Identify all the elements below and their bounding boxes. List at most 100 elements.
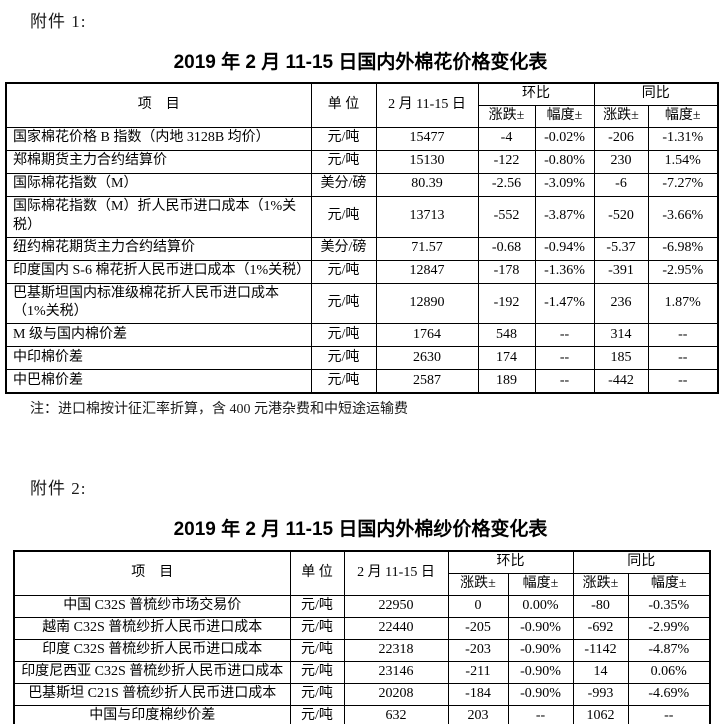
item-cell: 纽约棉花期货主力合约结算价 <box>5 236 312 261</box>
item-cell: 中国与印度棉纱价差 <box>13 704 291 724</box>
yoy-change-cell: -391 <box>593 259 649 284</box>
unit-cell: 元/吨 <box>310 323 377 348</box>
col-header-yoy-pct: 幅度± <box>647 104 719 128</box>
yoy-change-cell: 236 <box>593 282 649 325</box>
table-row: 中国 C32S 普梳纱市场交易价 元/吨 22950 0 0.00% -80 -0.35% <box>13 595 711 619</box>
mom-pct-cell: -- <box>534 346 595 371</box>
mom-change-cell: -4 <box>477 126 536 151</box>
table-row: 巴基斯坦国内标准级棉花折人民币进口成本（1%关税） 元/吨 12890 -192 -1.… <box>5 282 719 325</box>
col-header-yoy: 同比 <box>593 82 719 106</box>
item-cell: 巴基斯坦 C21S 普梳纱折人民币进口成本 <box>13 682 291 706</box>
col-header-mom-change: 涨跌± <box>447 573 509 597</box>
mom-pct-cell: 0.00% <box>507 595 574 619</box>
col-header-yoy-change: 涨跌± <box>572 573 629 597</box>
attachment-1-label: 附件 1: <box>30 12 87 31</box>
col-header-item: 项 目 <box>5 82 312 128</box>
value-cell: 15130 <box>375 149 479 174</box>
col-header-mom: 环比 <box>477 82 595 106</box>
col-header-mom-pct: 幅度± <box>534 104 595 128</box>
value-cell: 23146 <box>343 660 449 684</box>
mom-change-cell: -211 <box>447 660 509 684</box>
unit-cell: 元/吨 <box>310 259 377 284</box>
yarn-price-table-title: 2019 年 2 月 11-15 日国内外棉纱价格变化表 <box>173 519 548 541</box>
yoy-pct-cell: -- <box>627 704 711 724</box>
item-cell: 国际棉花指数（M） <box>5 172 312 197</box>
yoy-change-cell: -520 <box>593 195 649 238</box>
mom-change-cell: -2.56 <box>477 172 536 197</box>
yoy-pct-cell: -7.27% <box>647 172 719 197</box>
item-cell: 中巴棉价差 <box>5 369 312 394</box>
value-cell: 1764 <box>375 323 479 348</box>
table-row: 国际棉花指数（M）折人民币进口成本（1%关税） 元/吨 13713 -552 -3.87… <box>5 195 719 238</box>
unit-cell: 元/吨 <box>289 617 345 640</box>
col-header-yoy: 同比 <box>572 550 711 575</box>
mom-change-cell: 174 <box>477 346 536 371</box>
value-cell: 12890 <box>375 282 479 325</box>
yoy-change-cell: 230 <box>593 149 649 174</box>
value-cell: 20208 <box>343 682 449 706</box>
col-header-item: 项 目 <box>13 550 291 597</box>
mom-pct-cell: -0.90% <box>507 617 574 640</box>
mom-pct-cell: -3.87% <box>534 195 595 238</box>
mom-pct-cell: -0.90% <box>507 660 574 684</box>
unit-cell: 元/吨 <box>310 126 377 151</box>
table-row: 越南 C32S 普梳纱折人民币进口成本 元/吨 22440 -205 -0.90% -69… <box>13 617 711 640</box>
mom-change-cell: -122 <box>477 149 536 174</box>
mom-change-cell: 189 <box>477 369 536 394</box>
mom-change-cell: -0.68 <box>477 236 536 261</box>
yoy-change-cell: -5.37 <box>593 236 649 261</box>
mom-change-cell: -184 <box>447 682 509 706</box>
mom-change-cell: 548 <box>477 323 536 348</box>
yoy-pct-cell: 1.54% <box>647 149 719 174</box>
yoy-pct-cell: -- <box>647 323 719 348</box>
value-cell: 22318 <box>343 638 449 662</box>
yoy-change-cell: -442 <box>593 369 649 394</box>
unit-cell: 元/吨 <box>289 704 345 724</box>
yoy-pct-cell: 1.87% <box>647 282 719 325</box>
mom-pct-cell: -- <box>507 704 574 724</box>
yoy-change-cell: -993 <box>572 682 629 706</box>
mom-change-cell: -552 <box>477 195 536 238</box>
value-cell: 13713 <box>375 195 479 238</box>
item-cell: 中国 C32S 普梳纱市场交易价 <box>13 595 291 619</box>
yoy-change-cell: 14 <box>572 660 629 684</box>
yoy-change-cell: 1062 <box>572 704 629 724</box>
col-header-period: 2 月 11-15 日 <box>343 550 449 597</box>
item-cell: 郑棉期货主力合约结算价 <box>5 149 312 174</box>
yoy-change-cell: 314 <box>593 323 649 348</box>
value-cell: 15477 <box>375 126 479 151</box>
unit-cell: 元/吨 <box>310 282 377 325</box>
mom-change-cell: -192 <box>477 282 536 325</box>
value-cell: 632 <box>343 704 449 724</box>
yoy-change-cell: 185 <box>593 346 649 371</box>
mom-change-cell: -178 <box>477 259 536 284</box>
value-cell: 2630 <box>375 346 479 371</box>
cotton-yarn-price-table: 项 目 单 位 2 月 11-15 日 环比 同比 涨跌± 幅度± 涨跌± 幅度… <box>13 550 711 724</box>
yoy-pct-cell: -3.66% <box>647 195 719 238</box>
col-header-yoy-pct: 幅度± <box>627 573 711 597</box>
col-header-unit: 单 位 <box>289 550 345 597</box>
unit-cell: 元/吨 <box>289 638 345 662</box>
value-cell: 80.39 <box>375 172 479 197</box>
mom-pct-cell: -0.80% <box>534 149 595 174</box>
item-cell: 巴基斯坦国内标准级棉花折人民币进口成本（1%关税） <box>5 282 312 325</box>
col-header-mom-change: 涨跌± <box>477 104 536 128</box>
mom-pct-cell: -0.02% <box>534 126 595 151</box>
mom-pct-cell: -3.09% <box>534 172 595 197</box>
mom-pct-cell: -1.36% <box>534 259 595 284</box>
col-header-mom-pct: 幅度± <box>507 573 574 597</box>
yoy-pct-cell: -2.99% <box>627 617 711 640</box>
table-row: 郑棉期货主力合约结算价 元/吨 15130 -122 -0.80% 230 1.54% <box>5 149 719 174</box>
item-cell: 印度 C32S 普梳纱折人民币进口成本 <box>13 638 291 662</box>
unit-cell: 元/吨 <box>289 595 345 619</box>
table-row: M 级与国内棉价差 元/吨 1764 548 -- 314 -- <box>5 323 719 348</box>
yarn-price-table-header: 项 目 单 位 2 月 11-15 日 环比 同比 涨跌± 幅度± 涨跌± 幅度… <box>13 550 711 597</box>
yoy-pct-cell: -4.69% <box>627 682 711 706</box>
item-cell: 越南 C32S 普梳纱折人民币进口成本 <box>13 617 291 640</box>
table-row: 纽约棉花期货主力合约结算价 美分/磅 71.57 -0.68 -0.94% -5.37 -6… <box>5 236 719 261</box>
cotton-table-note: 注：进口棉按计征汇率折算，含 400 元港杂费和中短途运输费 <box>30 402 408 418</box>
item-cell: 中印棉价差 <box>5 346 312 371</box>
item-cell: M 级与国内棉价差 <box>5 323 312 348</box>
table-row: 国家棉花价格 B 指数（内地 3128B 均价） 元/吨 15477 -4 -0.02%… <box>5 126 719 151</box>
